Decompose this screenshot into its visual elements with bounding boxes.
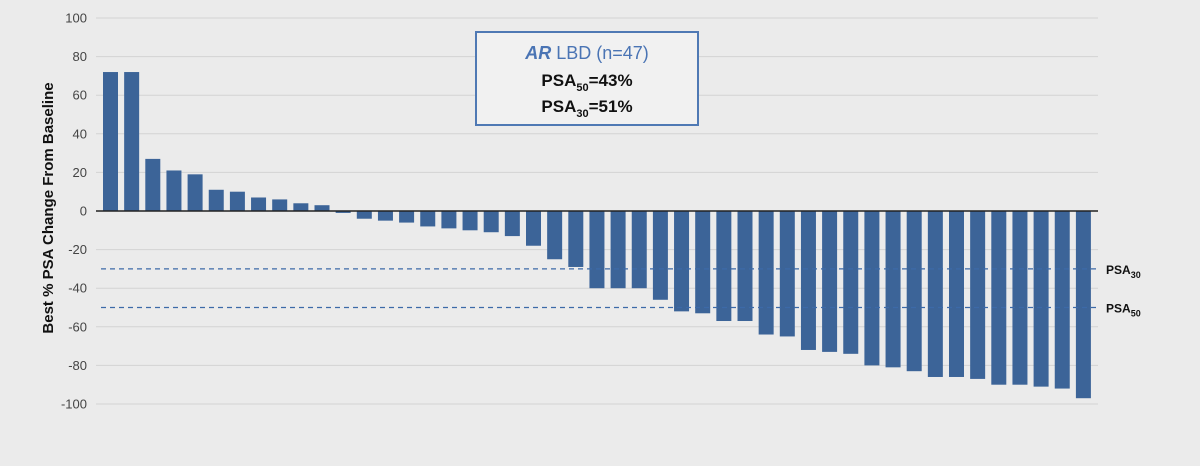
- bar: [1012, 211, 1028, 385]
- bar: [166, 170, 182, 211]
- bar: [927, 211, 943, 377]
- bar: [864, 211, 880, 366]
- bar: [779, 211, 795, 337]
- annotation-psa30-value: =51%: [589, 97, 633, 116]
- bar: [293, 203, 309, 211]
- bar: [610, 211, 626, 289]
- bar: [589, 211, 605, 289]
- bar: [949, 211, 964, 377]
- bar: [716, 211, 732, 322]
- bar: [526, 211, 541, 246]
- reference-line-label-subscript: 50: [1131, 309, 1141, 319]
- bar: [208, 189, 224, 211]
- bar: [441, 211, 457, 229]
- annotation-title: AR LBD (n=47): [524, 43, 649, 63]
- y-tick-label: -80: [68, 358, 87, 373]
- bar: [991, 211, 1007, 385]
- bar: [970, 211, 986, 379]
- bar: [695, 211, 711, 314]
- annotation-psa30-subscript: 30: [576, 108, 588, 120]
- y-tick-label: 80: [73, 49, 87, 64]
- bar: [652, 211, 668, 300]
- bar: [356, 211, 372, 219]
- bar: [272, 199, 288, 211]
- y-axis-title: Best % PSA Change From Baseline: [40, 82, 57, 333]
- bar: [399, 211, 415, 223]
- y-tick-label: -60: [68, 319, 87, 334]
- bar: [251, 197, 267, 211]
- bar: [906, 211, 922, 372]
- y-tick-label: 100: [65, 11, 87, 26]
- bar: [377, 211, 393, 221]
- bars: [103, 72, 1091, 399]
- bar: [843, 211, 859, 354]
- reference-line-label-prefix: PSA: [1106, 302, 1131, 316]
- bar: [631, 211, 647, 289]
- bar: [1033, 211, 1049, 387]
- annotation-title-italic: AR: [524, 43, 551, 63]
- annotation-psa50-value: =43%: [589, 71, 633, 90]
- annotation-psa30-prefix: PSA: [541, 97, 576, 116]
- bar: [800, 211, 816, 350]
- annotation-psa50-prefix: PSA: [541, 71, 576, 90]
- annotation-box: AR LBD (n=47) PSA50=43% PSA30=51%: [475, 31, 699, 126]
- bar: [314, 205, 330, 211]
- y-tick-label: -20: [68, 242, 87, 257]
- y-tick-labels: 100 80 60 40 20 0 -20 -40 -60 -80 -100: [61, 11, 87, 412]
- reference-line-label-prefix: PSA: [1106, 263, 1131, 277]
- annotation-title-rest: LBD (n=47): [551, 43, 649, 63]
- bar: [1054, 211, 1070, 389]
- bar: [1075, 211, 1091, 399]
- bar: [822, 211, 838, 352]
- bar: [885, 211, 901, 368]
- y-tick-label: -40: [68, 281, 87, 296]
- annotation-psa50-subscript: 50: [576, 82, 588, 94]
- bar: [504, 211, 520, 237]
- bar: [568, 211, 584, 267]
- bar: [103, 72, 118, 211]
- bar: [547, 211, 563, 260]
- y-tick-label: 20: [73, 165, 87, 180]
- bar: [187, 174, 203, 211]
- bar: [758, 211, 774, 335]
- bar: [737, 211, 753, 322]
- bar: [124, 72, 140, 211]
- annotation-psa30: PSA30=51%: [541, 97, 632, 120]
- y-tick-label: 0: [80, 204, 87, 219]
- y-tick-label: 60: [73, 88, 87, 103]
- bar: [229, 191, 245, 211]
- reference-line-label: PSA30: [1106, 263, 1141, 280]
- y-tick-label: -100: [61, 397, 87, 412]
- bar: [483, 211, 499, 233]
- annotation-box-border: [475, 31, 699, 126]
- y-tick-label: 40: [73, 126, 87, 141]
- reference-line-label: PSA50: [1106, 302, 1141, 319]
- bar: [674, 211, 690, 312]
- bar: [145, 158, 161, 211]
- reference-line-label-subscript: 30: [1131, 270, 1141, 280]
- bar: [462, 211, 478, 231]
- bar: [335, 211, 351, 213]
- bar: [420, 211, 436, 227]
- annotation-psa50: PSA50=43%: [541, 71, 632, 94]
